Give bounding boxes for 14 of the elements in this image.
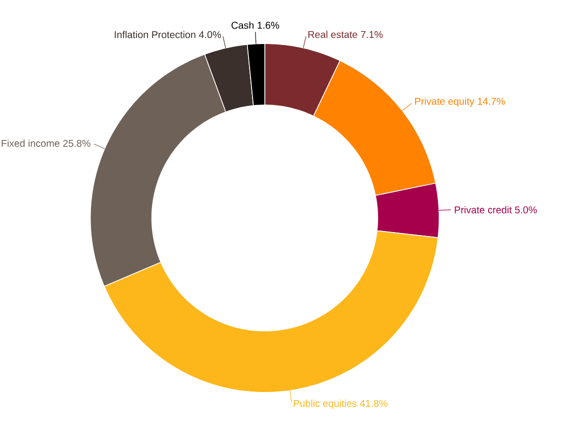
slice-label: Private equity xyxy=(415,98,474,107)
data-label: 5.0% xyxy=(515,206,537,214)
data-label: 1.6% xyxy=(258,22,280,29)
slice-label: Fixed income xyxy=(2,140,60,147)
slice-label: Private credit xyxy=(454,206,512,214)
slice-label: Real estate xyxy=(308,30,358,38)
data-label: 41.8% xyxy=(360,400,388,407)
data-label: 4.0% xyxy=(198,31,221,38)
data-label: 14.7% xyxy=(478,98,505,105)
data-label: 25.8% xyxy=(63,140,90,147)
slice-label: Cash xyxy=(232,21,254,29)
slice-label: Public equities xyxy=(294,400,357,409)
data-label: 7.1% xyxy=(360,31,383,38)
slice-label: Inflation Protection xyxy=(114,30,196,38)
